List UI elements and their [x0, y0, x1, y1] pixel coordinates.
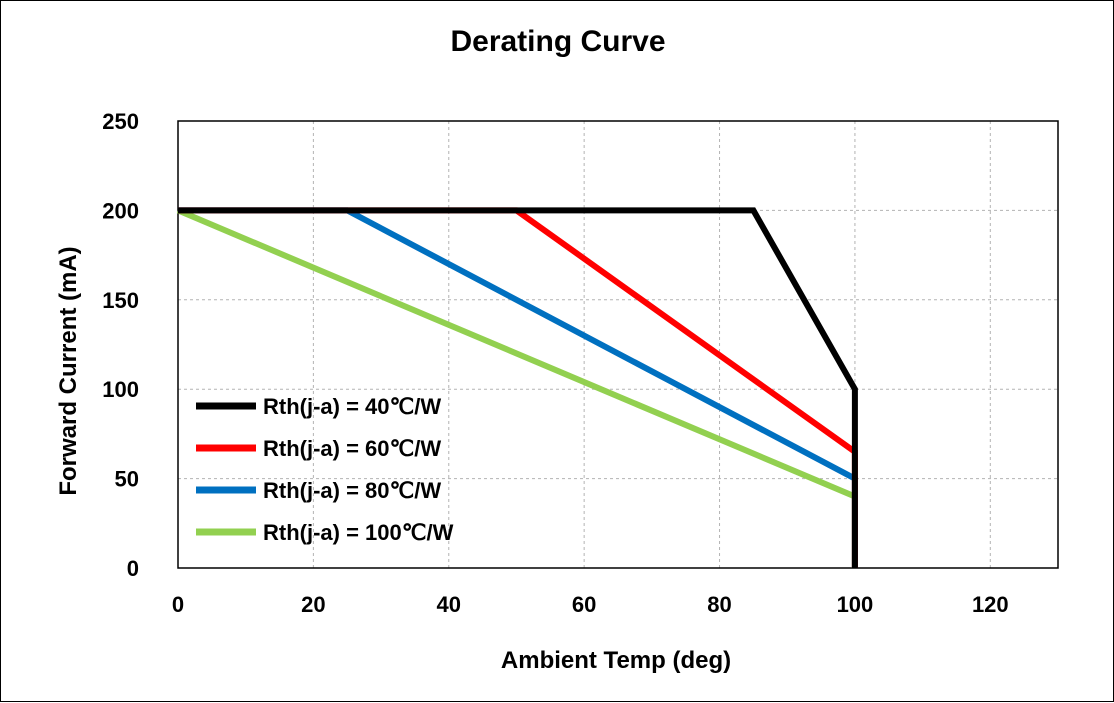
y-tick-label-4: 200 [102, 198, 139, 223]
legend-label-3: Rth(j-a) = 100℃/W [263, 520, 454, 545]
x-tick-labels: 0 20 40 60 80 100 120 [172, 592, 1009, 617]
series-layer [176, 207, 858, 568]
x-tick-label-5: 100 [837, 592, 874, 617]
x-tick-label-6: 120 [972, 592, 1009, 617]
legend-label-2: Rth(j-a) = 80℃/W [263, 478, 441, 503]
y-tick-label-2: 100 [102, 377, 139, 402]
y-tick-label-0: 0 [127, 556, 139, 581]
y-axis-title: Forward Current (mA) [55, 246, 82, 495]
x-axis-title: Ambient Temp (deg) [501, 647, 731, 674]
x-tick-label-0: 0 [172, 592, 184, 617]
series-line-0 [178, 207, 858, 568]
legend-label-1: Rth(j-a) = 60℃/W [263, 436, 441, 461]
x-tick-label-3: 60 [572, 592, 596, 617]
y-tick-label-3: 150 [102, 288, 139, 313]
x-tick-label-4: 80 [707, 592, 731, 617]
chart-title: Derating Curve [450, 25, 665, 58]
y-tick-labels: 0 50 100 150 200 250 [102, 109, 139, 581]
legend-label-0: Rth(j-a) = 40℃/W [263, 394, 441, 419]
x-tick-label-1: 20 [301, 592, 325, 617]
legend: Rth(j-a) = 40℃/W Rth(j-a) = 60℃/W Rth(j-a)… [196, 394, 454, 545]
y-tick-label-5: 250 [102, 109, 139, 134]
y-tick-label-1: 50 [115, 467, 139, 492]
grid [178, 121, 1058, 568]
x-tick-label-2: 40 [437, 592, 461, 617]
plot-border [177, 120, 1059, 569]
